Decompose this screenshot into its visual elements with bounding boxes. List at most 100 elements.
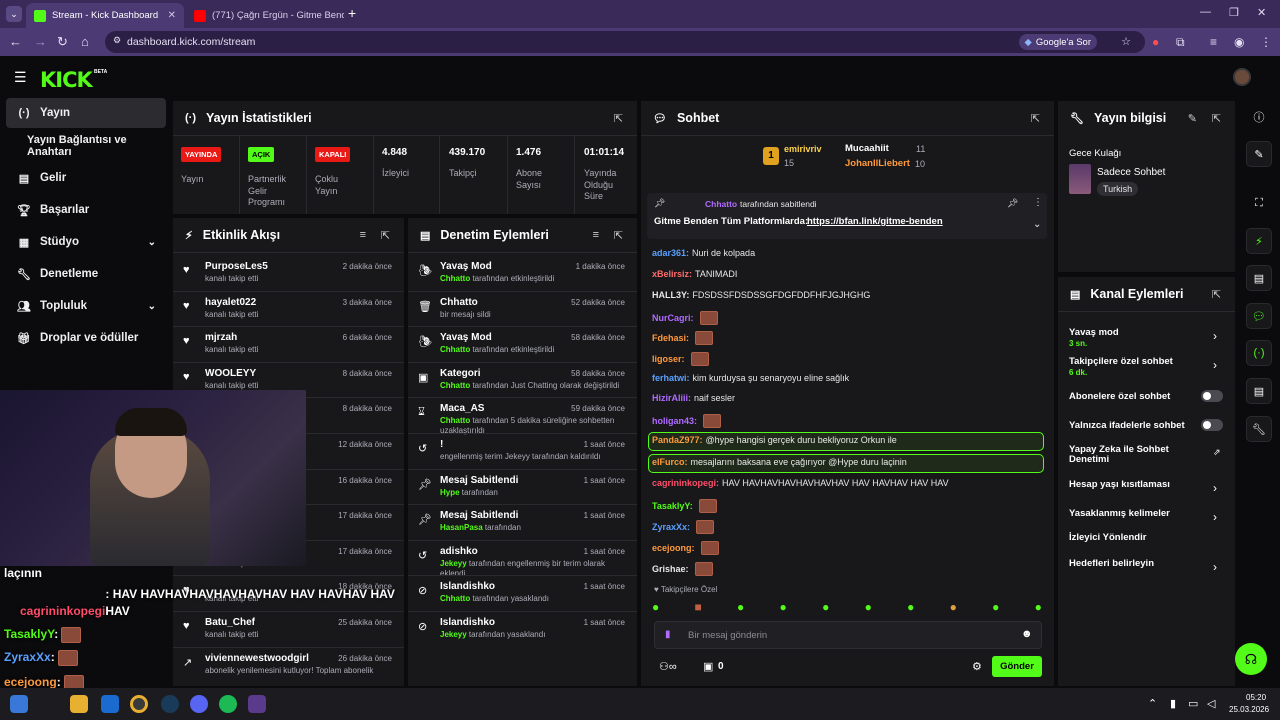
emote-icon[interactable]: ●: [779, 600, 787, 614]
activity-user[interactable]: hayalet022: [205, 296, 257, 308]
sidebar-item-studyo[interactable]: ▦ Stüdyo ⌄: [6, 227, 166, 257]
sidebar-item-basarilar[interactable]: 🏆︎ Başarılar: [17, 204, 90, 217]
chat-username[interactable]: Fdehasi:: [652, 333, 690, 343]
moderation-row[interactable]: ↺ adishko Jekeyy tarafından engellenmiş bi…: [408, 540, 637, 578]
pinned-message[interactable]: 📌︎ Chhatto tarafından sabitlendi 📌︎ ⋮ Gi…: [647, 193, 1047, 239]
toggle-switch[interactable]: [1201, 419, 1223, 431]
chat-message[interactable]: PandaZ977: @hype hangisi gerçek duru bekl…: [652, 435, 897, 445]
window-close-icon[interactable]: ✕: [1257, 7, 1267, 19]
chat-message[interactable]: HizirAliii: naif sesler: [652, 393, 735, 403]
tray-chevron-icon[interactable]: ⌃: [1148, 698, 1158, 710]
filter-icon[interactable]: ≡: [359, 229, 366, 241]
emote-icon[interactable]: ●: [864, 600, 872, 614]
channel-actions-icon[interactable]: ▤: [1246, 378, 1272, 404]
external-link-icon[interactable]: ⇗: [1213, 447, 1221, 457]
leaderboard-user[interactable]: JohanIlLiebert: [845, 158, 910, 169]
emoji-icon[interactable]: ☻: [1021, 628, 1033, 640]
activity-row[interactable]: ♥ Batu_Chef kanalı takip etti 25 dakika önc…: [173, 611, 404, 647]
back-icon[interactable]: ←: [9, 34, 22, 49]
chat-input[interactable]: ▮ Bir mesaj gönderin ☻: [654, 621, 1042, 649]
microphone-icon[interactable]: ▮: [665, 629, 671, 640]
chat-username[interactable]: holigan43:: [652, 416, 698, 426]
chat-username[interactable]: xBelirsiz:: [652, 269, 693, 279]
moderation-actor[interactable]: Chhatto: [440, 274, 473, 283]
moderation-actor[interactable]: Chhatto: [440, 345, 473, 355]
chat-username[interactable]: Grishae:: [652, 564, 689, 574]
profile-icon[interactable]: ◉: [1234, 35, 1245, 49]
steam-icon[interactable]: [161, 695, 179, 713]
sidebar-item-denetleme[interactable]: 🔧︎ Denetleme: [17, 268, 99, 281]
chat-username[interactable]: TasaklyY:: [652, 501, 693, 511]
chat-username[interactable]: ferhatwi:: [652, 373, 690, 383]
channel-action-label[interactable]: Abonelere özel sohbet: [1069, 391, 1171, 402]
lightning-icon[interactable]: ⚡︎: [1246, 228, 1272, 254]
chat-message[interactable]: holigan43:: [652, 414, 722, 428]
moderation-actor[interactable]: Hype: [440, 487, 462, 497]
bookmark-star-icon[interactable]: ☆: [1121, 36, 1131, 48]
emote-icon[interactable]: ●: [737, 600, 745, 614]
popout-icon[interactable]: ⇱: [1211, 289, 1221, 301]
chat-username[interactable]: ecejoong:: [652, 543, 695, 553]
google-ask-button[interactable]: ◆ Google'a Sor: [1018, 34, 1097, 50]
moderation-actor[interactable]: Chhatto: [440, 416, 473, 426]
activity-user[interactable]: viviennewestwoodgirl: [205, 652, 309, 664]
popout-icon[interactable]: ⇱: [613, 113, 623, 125]
moderation-row[interactable]: ↺! engellenmiş terim Jekeyy tarafından ka…: [408, 433, 637, 469]
sidebar-item-topluluk[interactable]: 👥︎ Topluluk ⌄: [17, 300, 156, 313]
filter-icon[interactable]: ≡: [592, 229, 599, 241]
emote-icon[interactable]: ●: [1034, 600, 1042, 614]
maximize-icon[interactable]: ❐: [1229, 7, 1239, 19]
menu-dots-icon[interactable]: ⋮: [1260, 35, 1272, 49]
chat-username[interactable]: cagrininkopegi:: [652, 478, 720, 488]
url-input[interactable]: ⚙ dashboard.kick.com/stream ◆ Google'a S…: [105, 31, 1145, 53]
chat-username[interactable]: NurCagri:: [652, 313, 694, 323]
chevron-right-icon[interactable]: ›: [1213, 560, 1217, 574]
emote-icon[interactable]: ●: [652, 600, 660, 614]
tab-kick-dashboard[interactable]: Stream - Kick Dashboard ✕: [26, 3, 184, 28]
spotify-icon[interactable]: [219, 695, 237, 713]
popout-icon[interactable]: ⇱: [380, 230, 390, 242]
home-icon[interactable]: ⌂: [81, 34, 89, 49]
user-avatar[interactable]: [1233, 68, 1251, 86]
unpin-icon[interactable]: 📌︎: [1007, 198, 1019, 208]
site-info-icon[interactable]: ⚙: [113, 35, 122, 45]
moderation-row[interactable]: 📌︎ Mesaj Sabitlendi HasanPasa tarafından 1 …: [408, 504, 637, 540]
community-icon[interactable]: ⚇∞: [659, 661, 677, 673]
moderation-row[interactable]: ▣ Kategori Chhatto tarafından Just Chattin…: [408, 362, 637, 398]
document-icon[interactable]: ▤: [1246, 265, 1272, 291]
edit-icon[interactable]: ✎: [1246, 141, 1272, 167]
discord-icon[interactable]: [190, 695, 208, 713]
moderation-row[interactable]: 🐌︎ Yavaş Mod Chhatto tarafından etkinleşti…: [408, 326, 637, 362]
sidebar-item-stream-key[interactable]: Yayın Bağlantısı ve Anahtarı: [27, 134, 127, 158]
activity-row[interactable]: ♥ hayalet022 kanalı takip etti 3 dakika önc…: [173, 291, 404, 327]
sidebar-item-droplar[interactable]: 🎁︎ Droplar ve ödüller: [17, 332, 139, 345]
chat-username[interactable]: PandaZ977:: [652, 435, 703, 445]
activity-user[interactable]: PurposeLes5: [205, 261, 268, 272]
chat-message[interactable]: cagrininkopegi: HAV HAVHAVHAVHAVHAVHAV HA…: [652, 478, 949, 488]
activity-row[interactable]: ♥ WOOLEYY kanalı takip etti 8 dakika önce: [173, 362, 404, 398]
channel-action-label[interactable]: Yapay Zeka ile Sohbet Denetimi: [1069, 444, 1169, 465]
leaderboard-user[interactable]: Mucaahiit: [845, 143, 889, 154]
chat-message[interactable]: elFurco: mesajlarını baksana eve çağırıyo…: [652, 457, 907, 467]
moderation-actor[interactable]: Jekeyy: [440, 558, 469, 568]
channel-action-label[interactable]: İzleyici Yönlendir: [1069, 532, 1147, 543]
chat-message[interactable]: ferhatwi: kim kurduysa şu senaryoyu eline…: [652, 373, 849, 383]
emote-icon[interactable]: ●: [949, 600, 957, 614]
kick-logo[interactable]: KICK: [40, 68, 93, 92]
clock-date[interactable]: 25.03.2026: [1229, 705, 1270, 714]
moderation-row[interactable]: 📌︎ Mesaj Sabitlendi Hype tarafından 1 saat …: [408, 469, 637, 505]
reload-icon[interactable]: ↻: [57, 34, 68, 49]
activity-row[interactable]: ↗ viviennewestwoodgirl abonelik yenilemesi…: [173, 647, 404, 683]
chat-message[interactable]: adar361: Nuri de kolpada: [652, 248, 755, 258]
chevron-right-icon[interactable]: ›: [1213, 358, 1217, 372]
close-icon[interactable]: ✕: [167, 10, 176, 21]
popout-icon[interactable]: ⇱: [1030, 113, 1040, 125]
network-icon[interactable]: ▭: [1188, 698, 1199, 710]
sidebar-item-gelir[interactable]: ▤ Gelir: [6, 163, 166, 193]
wrench-icon[interactable]: 🔧︎: [1246, 416, 1272, 442]
chat-username[interactable]: HALL3Y:: [652, 290, 690, 300]
emote-icon[interactable]: ●: [992, 600, 1000, 614]
chat-message[interactable]: NurCagri:: [652, 311, 718, 325]
chat-message[interactable]: ecejoong:: [652, 541, 719, 555]
screen-icon[interactable]: ⛶: [1255, 196, 1263, 209]
